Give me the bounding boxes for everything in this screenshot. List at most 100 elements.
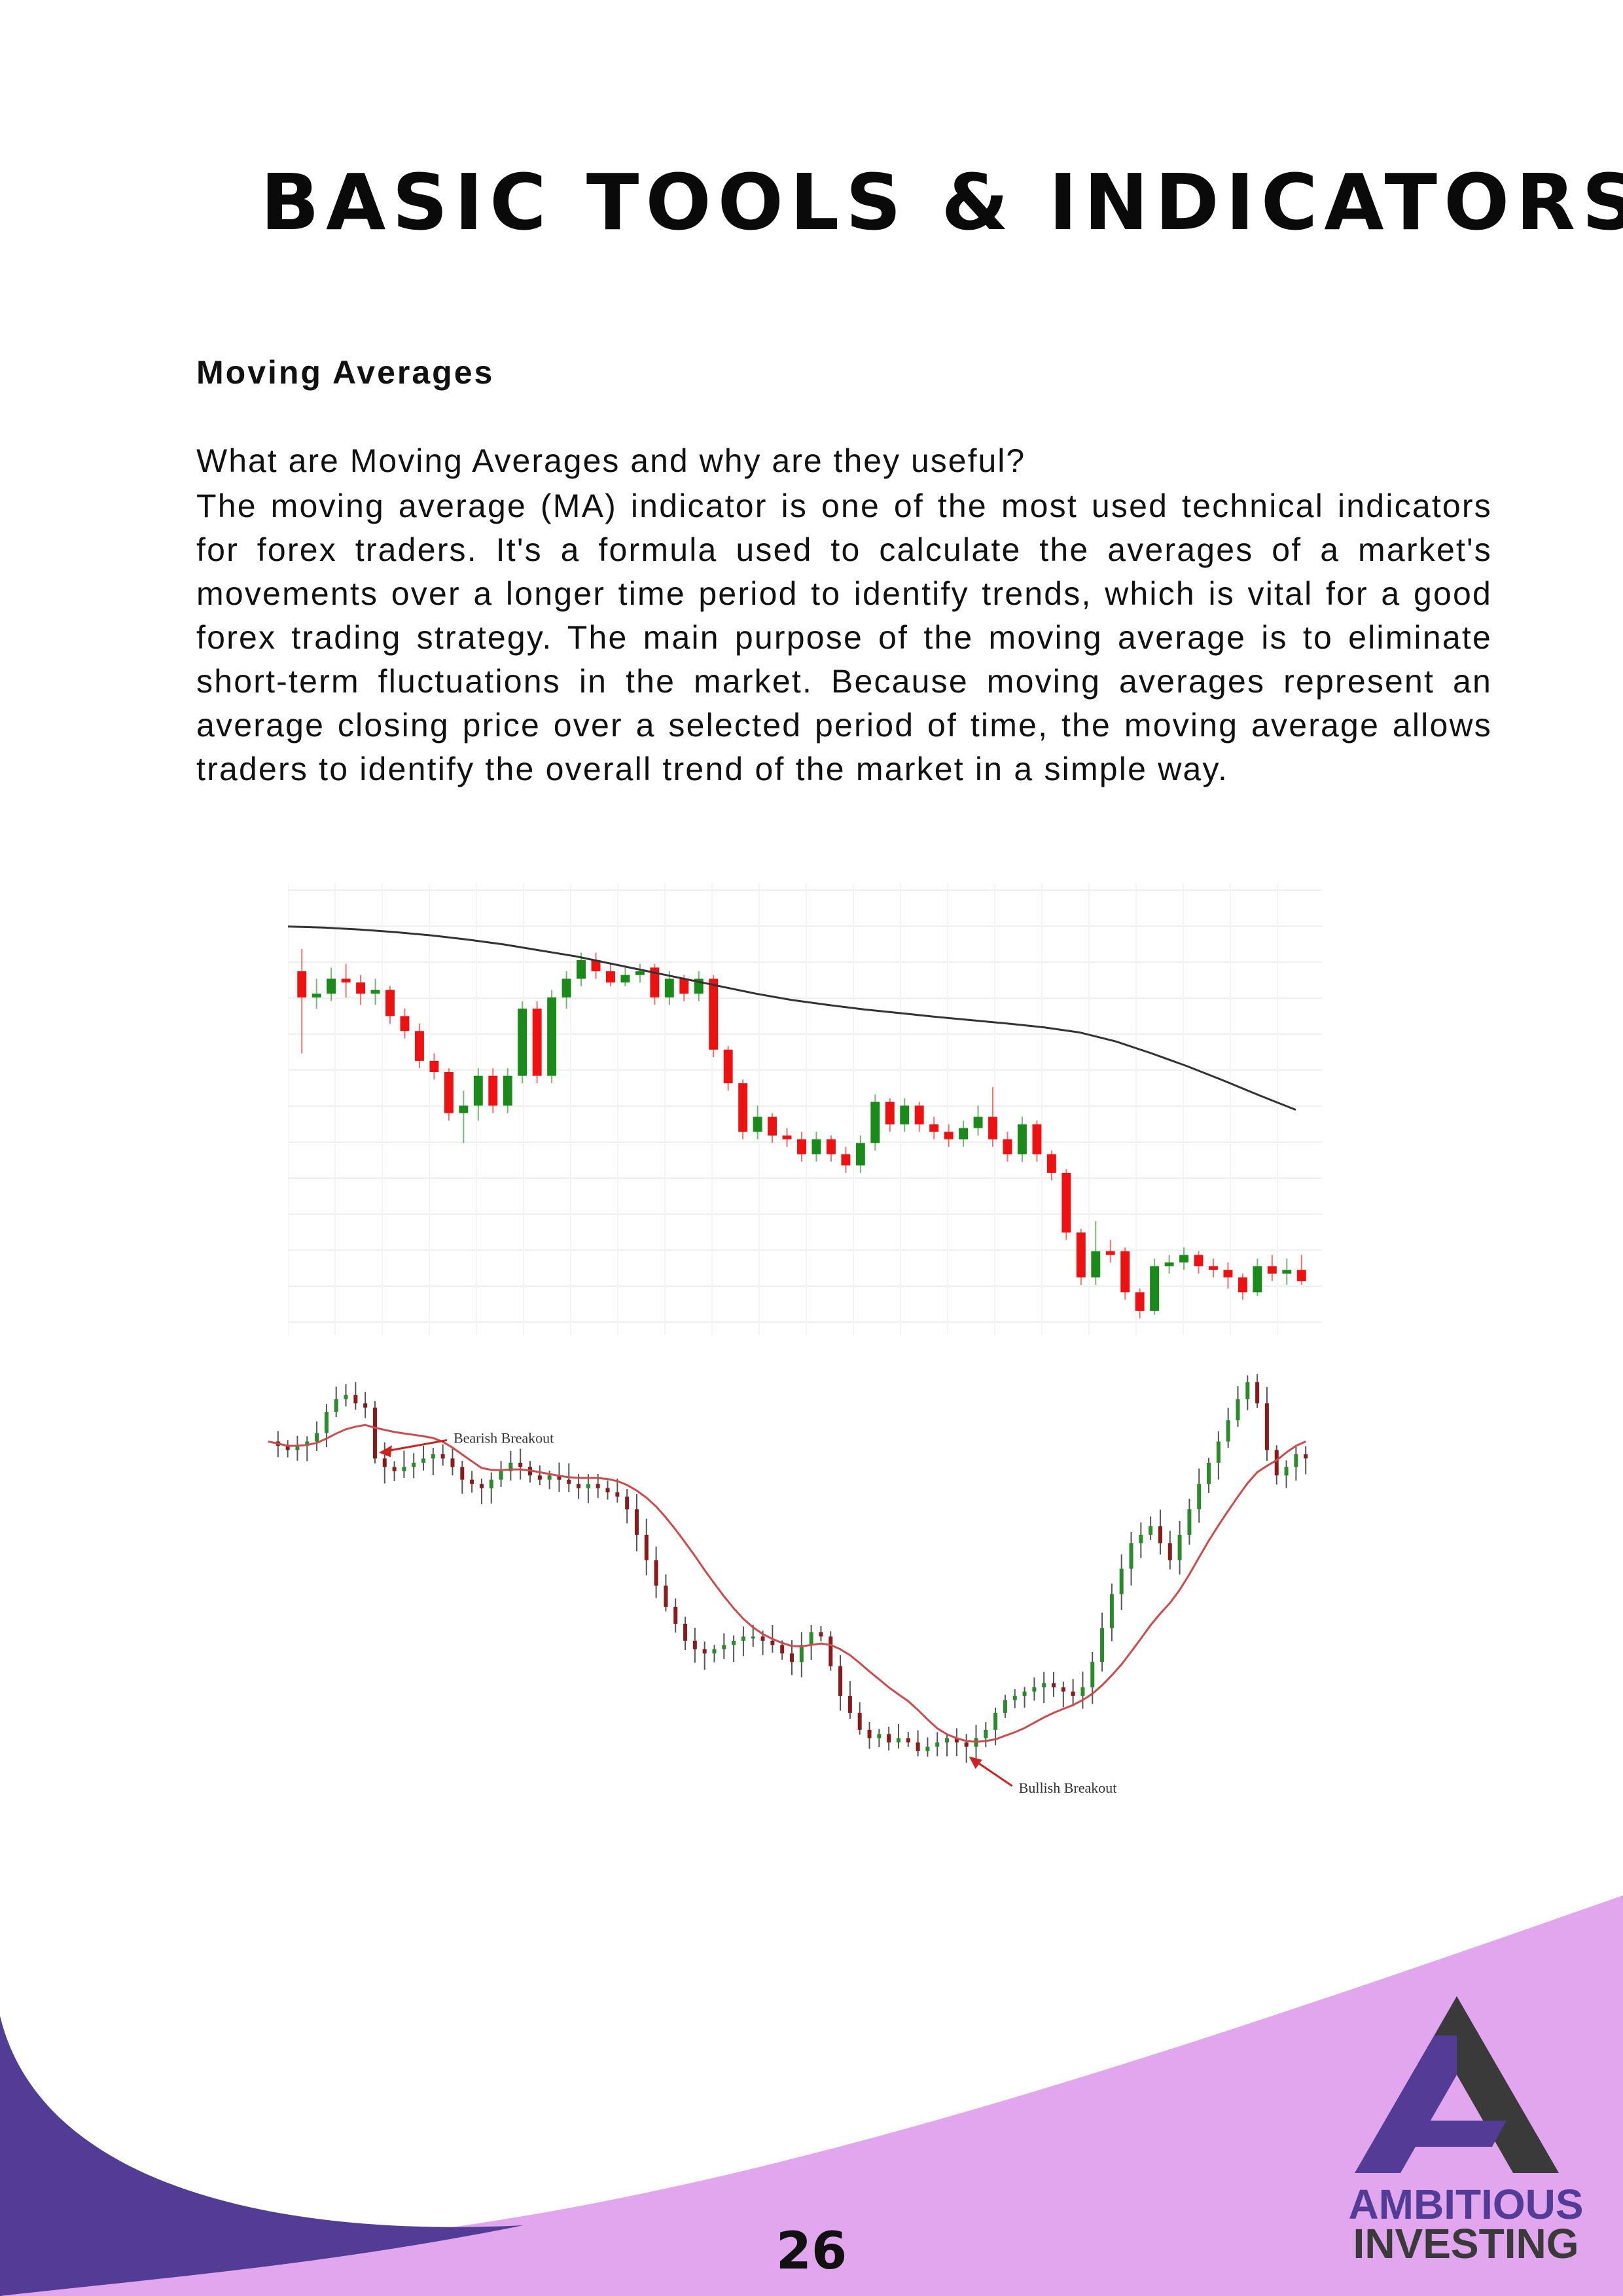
candle-body	[372, 1407, 377, 1459]
candle-body	[577, 1484, 581, 1488]
candle-body	[1194, 1255, 1204, 1266]
candle-body	[1158, 1526, 1162, 1543]
logo-wordmark-investing: INVESTING	[1353, 2220, 1579, 2265]
candle-body	[877, 1734, 882, 1738]
body-paragraph: The moving average (MA) indicator is one…	[196, 488, 1492, 787]
ambitious-investing-logo: AMBITIOUS INVESTING	[1348, 1996, 1584, 2265]
candle-body	[503, 1075, 512, 1106]
candle-body	[470, 1479, 474, 1484]
candle-body	[885, 1102, 895, 1124]
moving-average-line	[268, 1424, 1306, 1743]
candle-body	[577, 960, 586, 979]
candle-body	[460, 1467, 465, 1480]
candle-body	[780, 1645, 785, 1654]
question-heading: What are Moving Averages and why are the…	[196, 442, 1026, 479]
candle-body	[341, 978, 351, 983]
candle-body	[400, 1016, 410, 1031]
candle-body	[1042, 1683, 1046, 1688]
candle-body	[1135, 1292, 1145, 1311]
candle-body	[440, 1454, 445, 1459]
candle-body	[900, 1105, 910, 1124]
candle-body	[673, 1607, 678, 1624]
candle-body	[664, 1585, 668, 1607]
candle-body	[1226, 1420, 1230, 1442]
candle-body	[954, 1738, 959, 1743]
candle-body	[1012, 1696, 1017, 1700]
bullish-breakout-label: Bullish Breakout	[1019, 1780, 1117, 1796]
candle-body	[479, 1484, 484, 1488]
candle-body	[1061, 1687, 1065, 1692]
candle-body	[363, 1403, 368, 1408]
candle-body	[414, 1031, 424, 1061]
candle-body	[606, 971, 615, 983]
candle-body	[738, 1083, 748, 1132]
candle-body	[1264, 1403, 1269, 1450]
candle-body	[959, 1128, 969, 1139]
candle-body	[518, 1462, 523, 1467]
candle-body	[1090, 1662, 1095, 1688]
candle-body	[683, 1623, 688, 1641]
candle-body	[532, 1009, 542, 1076]
bearish-arrowhead	[378, 1445, 392, 1458]
candle-body	[1179, 1255, 1189, 1263]
page-number: 26	[776, 2222, 847, 2281]
candle-body	[1120, 1251, 1130, 1293]
candle-body	[984, 1729, 988, 1738]
candle-body	[1236, 1399, 1240, 1421]
candle-body	[760, 1636, 765, 1641]
candle-body	[1091, 1251, 1101, 1278]
candle-body	[768, 1117, 777, 1136]
candle-body	[596, 1484, 600, 1488]
candle-body	[508, 1462, 513, 1471]
candle-body	[1223, 1270, 1233, 1278]
candle-body	[295, 1445, 300, 1450]
candle-body	[324, 1412, 329, 1433]
candle-body	[964, 1742, 969, 1747]
candle-body	[799, 1645, 804, 1662]
candle-body	[1197, 1484, 1202, 1510]
bearish-breakout-label: Bearish Breakout	[454, 1429, 554, 1446]
candle-body	[1164, 1262, 1174, 1266]
candle-body	[499, 1471, 503, 1480]
candle-body	[722, 1645, 726, 1649]
candle-body	[489, 1479, 493, 1488]
candle-body	[392, 1467, 397, 1471]
footer-wave-decoration	[0, 1895, 1623, 2296]
candle-body	[1282, 1270, 1292, 1274]
candle-body	[402, 1467, 406, 1471]
candle-body	[1294, 1454, 1298, 1467]
candle-body	[459, 1105, 469, 1113]
candle-body	[488, 1075, 498, 1106]
candle-body	[654, 1560, 658, 1586]
footer-wave-light	[0, 1895, 1623, 2296]
candle-body	[988, 1117, 997, 1139]
candle-body	[285, 1445, 290, 1450]
candle-body	[1209, 1266, 1218, 1270]
candle-body	[1080, 1687, 1085, 1696]
candle-body	[315, 1433, 319, 1442]
candle-body	[712, 1649, 717, 1654]
candle-body	[826, 1139, 836, 1155]
candle-body	[1177, 1534, 1182, 1560]
candle-body	[305, 1441, 310, 1446]
candle-body	[518, 1009, 527, 1076]
candle-body	[344, 1395, 348, 1399]
candle-body	[1238, 1277, 1247, 1293]
candle-body	[562, 978, 571, 997]
candle-body	[857, 1712, 862, 1730]
candle-body	[615, 1492, 620, 1497]
bullish-arrowhead	[969, 1756, 982, 1769]
candle-body	[431, 1454, 435, 1459]
candle-body	[634, 1509, 639, 1535]
candle-body	[870, 1102, 880, 1143]
candle-body	[620, 975, 630, 983]
candle-body	[906, 1738, 910, 1743]
candle-body	[723, 1049, 733, 1084]
candle-body	[1253, 1266, 1262, 1293]
candle-body	[1149, 1526, 1153, 1535]
candle-body	[1168, 1543, 1172, 1560]
candle-body	[790, 1653, 794, 1662]
page-title: BASIC TOOLS & INDICATORS	[260, 157, 1623, 247]
candle-body	[1296, 1270, 1306, 1282]
candle-body	[644, 1534, 649, 1560]
